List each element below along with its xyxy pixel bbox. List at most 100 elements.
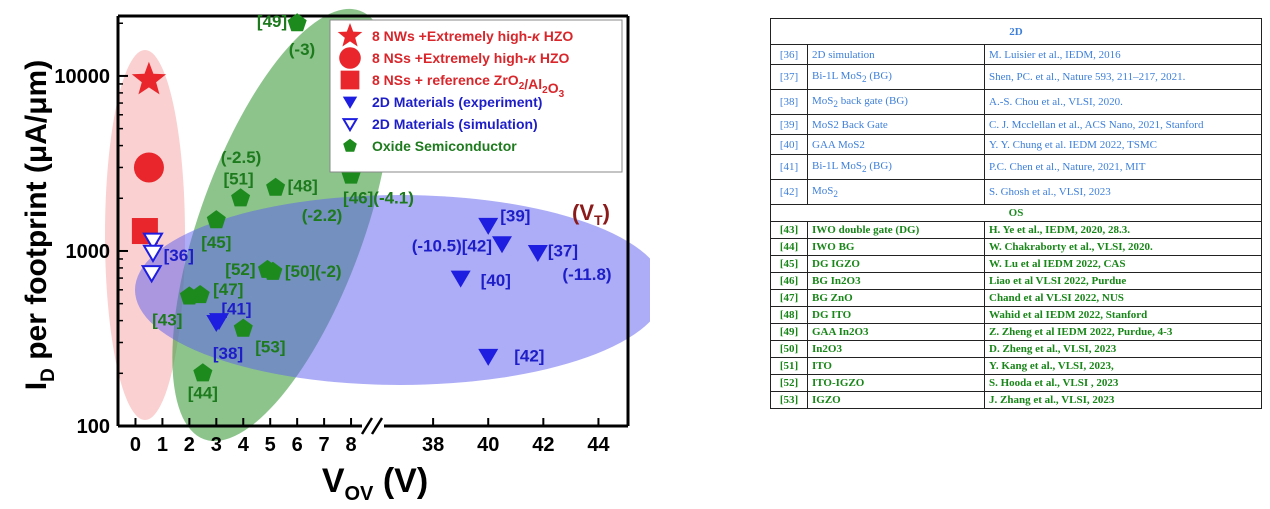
table-row-os: [45] DG IGZO W. Lu et al IEDM 2022, CAS (770, 255, 1262, 273)
ref-number: [42] (770, 179, 808, 205)
triangle-down-marker (492, 236, 512, 254)
x-axis-title-subscript: OV (345, 483, 375, 505)
reference-citation: P.C. Chen et al., Nature, 2021, MIT (984, 154, 1262, 180)
ref-number: [38] (770, 89, 808, 115)
point-label: [49] (257, 12, 287, 31)
device-name: DG IGZO (807, 255, 985, 273)
point-annotation: (-2.5) (221, 148, 262, 167)
x-tick-label: 2 (184, 434, 195, 456)
point-label: [36] (164, 246, 194, 265)
device-name: MoS2 back gate (BG) (807, 89, 985, 115)
device-name-part: (BG) (866, 159, 892, 172)
x-tick-label: 6 (292, 434, 303, 456)
point-label: [44] (188, 383, 218, 402)
pentagon-marker (287, 13, 307, 32)
y-axis-title-subscript: D (38, 368, 59, 382)
ref-number: [43] (770, 221, 808, 239)
x-tick-label: 1 (157, 434, 168, 456)
legend-label-part: /Al (524, 76, 542, 92)
triangle-down-marker (209, 313, 230, 331)
device-name-subscript: 2 (833, 189, 838, 200)
y-axis-title-rest: per footprint (μA/μm) (20, 60, 53, 368)
ref-number: [51] (770, 357, 808, 375)
device-name: ITO (807, 357, 985, 375)
legend-label: 8 NWs +Extremely high-κ HZO (372, 28, 573, 44)
legend-label: Oxide Semiconductor (372, 138, 517, 154)
x-tick-label: 0 (130, 434, 141, 456)
ref-number: [36] (770, 44, 808, 65)
2d-materials-region (135, 195, 650, 385)
x-tick-label: 4 (238, 434, 250, 456)
device-name: GAA MoS2 (807, 134, 985, 155)
reference-citation: Y. Y. Chung et al. IEDM 2022, TSMC (984, 134, 1262, 155)
reference-table-body: 2D [36] 2D simulation M. Luisier et al., I… (770, 18, 1262, 409)
ref-number: [44] (770, 238, 808, 256)
table-row-os: [48] DG ITO Wahid et al IEDM 2022, Stanfor… (770, 306, 1262, 324)
ref-number: [52] (770, 374, 808, 392)
point-label: [41] (221, 300, 251, 319)
table-row-2d: [36] 2D simulation M. Luisier et al., IEDM… (770, 44, 1262, 65)
legend-label-part: HZO (540, 28, 574, 44)
device-name-part: GAA MoS2 (812, 138, 865, 151)
pentagon-legend-icon (343, 138, 357, 152)
triangle-down-open-marker (142, 244, 164, 264)
point-annotation: (-2.2) (302, 206, 343, 225)
reference-citation: Chand et al VLSI 2022, NUS (984, 289, 1262, 307)
table-row-2d: [37] Bi-1L MoS2 (BG) Shen, PC. et al., Nat… (770, 64, 1262, 90)
table-row-os: [46] BG In2O3 Liao et al VLSI 2022, Purdue (770, 272, 1262, 290)
device-name-subscript: 2 (862, 74, 867, 85)
legend-label-subscript: 2 (542, 85, 548, 96)
pentagon-marker (190, 285, 210, 304)
point-label: [51] (223, 169, 253, 188)
table-row-os: [47] BG ZnO Chand et al VLSI 2022, NUS (770, 289, 1262, 307)
x-axis-title-unit: (V) (373, 462, 428, 500)
table-row-os: [44] IWO BG W. Chakraborty et al., VLSI, 2… (770, 238, 1262, 256)
x-tick-label: 7 (319, 434, 330, 456)
reference-citation: H. Ye et al., IEDM, 2020, 28.3. (984, 221, 1262, 239)
x-tick-label: 44 (587, 434, 610, 456)
legend-label-subscript: 3 (559, 89, 565, 100)
circle-marker (133, 152, 164, 183)
point-label: [48] (288, 177, 318, 196)
legend-label: 2D Materials (simulation) (372, 116, 538, 132)
device-name: IGZO (807, 391, 985, 409)
point-annotation: (-11.8) (562, 265, 611, 284)
device-name: IWO double gate (DG) (807, 221, 985, 239)
device-name: Bi-1L MoS2 (BG) (807, 154, 985, 180)
table-row-os: [51] ITO Y. Kang et al., VLSI, 2023, (770, 357, 1262, 375)
legend-label-part: 8 NSs +Extremely high- (372, 50, 528, 66)
threshold-voltage-close: ) (603, 200, 610, 225)
device-name: ITO-IGZO (807, 374, 985, 392)
table-row-2d: [40] GAA MoS2 Y. Y. Chung et al. IEDM 2022… (770, 134, 1262, 155)
table-row-os: [52] ITO-IGZO S. Hooda et al., VLSI , 2023 (770, 374, 1262, 392)
table-row-2d: [39] MoS2 Back Gate C. J. Mcclellan et al.… (770, 114, 1262, 135)
point-label: [53] (255, 338, 285, 357)
device-name-part: MoS (812, 94, 834, 107)
ref-number: [39] (770, 114, 808, 135)
point-label: (-10.5)[42] (412, 237, 492, 256)
point-label: [50](-2) (285, 262, 342, 281)
device-name: Bi-1L MoS2 (BG) (807, 64, 985, 90)
table-row-os: [53] IGZO J. Zhang et al., VLSI, 2023 (770, 391, 1262, 409)
point-label: [39] (500, 206, 530, 225)
ref-number: [37] (770, 64, 808, 90)
point-label: [43] (152, 310, 182, 329)
reference-citation: W. Chakraborty et al., VLSI, 2020. (984, 238, 1262, 256)
pentagon-marker (231, 188, 251, 207)
device-name: MoS2 Back Gate (807, 114, 985, 135)
device-name-part: (BG) (866, 69, 892, 82)
reference-citation: D. Zheng et al., VLSI, 2023 (984, 340, 1262, 358)
triangle-down-marker (478, 217, 499, 235)
y-tick-label: 100 (77, 416, 110, 438)
table-row-2d: [42] MoS2 S. Ghosh et al., VLSI, 2023 (770, 179, 1262, 205)
reference-citation: C. J. Mcclellan et al., ACS Nano, 2021, … (984, 114, 1262, 135)
section-title-os: OS (770, 204, 1262, 222)
square-legend-icon (340, 70, 360, 90)
scatter-chart: 100 1000 10000 0 1 2 3 4 5 6 7 8 38 40 42 44 VOV (V) ID p… (20, 8, 650, 505)
device-name-part: Bi-1L MoS (812, 69, 863, 82)
triangle-down-marker (478, 348, 499, 366)
pentagon-marker (233, 318, 253, 337)
device-name: 2D simulation (807, 44, 985, 65)
ref-number: [49] (770, 323, 808, 341)
